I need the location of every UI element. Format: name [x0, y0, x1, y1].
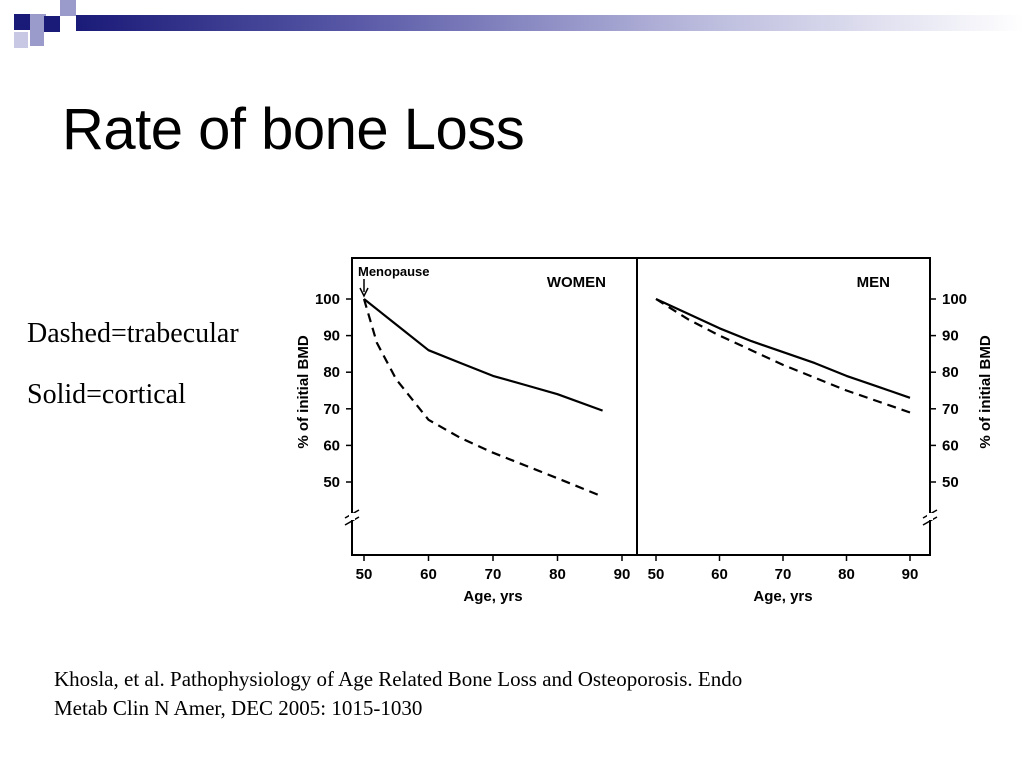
x-tick-label: 80: [838, 566, 855, 583]
solid-legend-note: Solid=cortical: [27, 379, 186, 410]
corner-square-light: [30, 30, 44, 46]
corner-square-light: [60, 0, 76, 16]
y-axis-label: % of initial BMD: [977, 335, 994, 448]
y-tick-label: 70: [323, 401, 340, 418]
y-tick-label: 80: [942, 364, 959, 381]
axis-break-gap: [349, 513, 355, 520]
citation: Khosla, et al. Pathophysiology of Age Re…: [54, 665, 954, 723]
panel-label: MEN: [857, 274, 890, 291]
x-tick-label: 70: [775, 566, 792, 583]
plot-frame: [351, 257, 931, 556]
y-tick-label: 80: [323, 364, 340, 381]
x-axis-label: Age, yrs: [463, 588, 522, 605]
y-tick-label: 100: [942, 291, 967, 308]
x-tick-label: 60: [711, 566, 728, 583]
corner-square-light: [14, 32, 28, 48]
x-tick-label: 90: [614, 566, 631, 583]
corner-square-dark: [44, 16, 60, 32]
cortical-solid-line: [655, 298, 911, 399]
y-tick-label: 90: [323, 328, 340, 345]
corner-square-dark: [14, 14, 30, 30]
y-axis-label: % of initial BMD: [295, 335, 312, 448]
y-tick-label: 60: [323, 437, 340, 454]
y-tick-label: 50: [323, 474, 340, 491]
y-tick-label: 60: [942, 437, 959, 454]
corner-square-light: [30, 14, 46, 30]
trabecular-dashed-line: [655, 298, 911, 414]
y-tick-label: 90: [942, 328, 959, 345]
x-tick-label: 70: [485, 566, 502, 583]
x-tick-label: 90: [902, 566, 919, 583]
panel-label: WOMEN: [547, 274, 606, 291]
axis-break-mark: [922, 516, 938, 526]
annotation-label: Menopause: [358, 264, 430, 279]
axis-break-gap: [927, 513, 933, 520]
axis-break-mark: [344, 516, 360, 526]
header-gradient-bar: [76, 15, 1024, 31]
dashed-legend-note: Dashed=trabecular: [27, 318, 239, 349]
y-tick-label: 70: [942, 401, 959, 418]
y-tick-label: 50: [942, 474, 959, 491]
decorative-corner-squares: [0, 0, 80, 60]
slide-title: Rate of bone Loss: [62, 97, 525, 162]
y-tick-label: 100: [315, 291, 340, 308]
x-tick-label: 50: [648, 566, 665, 583]
citation-line: Metab Clin N Amer, DEC 2005: 1015-1030: [54, 696, 423, 720]
citation-line: Khosla, et al. Pathophysiology of Age Re…: [54, 667, 743, 691]
x-tick-label: 80: [549, 566, 566, 583]
x-tick-label: 50: [356, 566, 373, 583]
annotation-arrow-head: [359, 287, 369, 298]
x-axis-label: Age, yrs: [753, 588, 812, 605]
x-tick-label: 60: [420, 566, 437, 583]
cortical-solid-line: [363, 298, 603, 412]
